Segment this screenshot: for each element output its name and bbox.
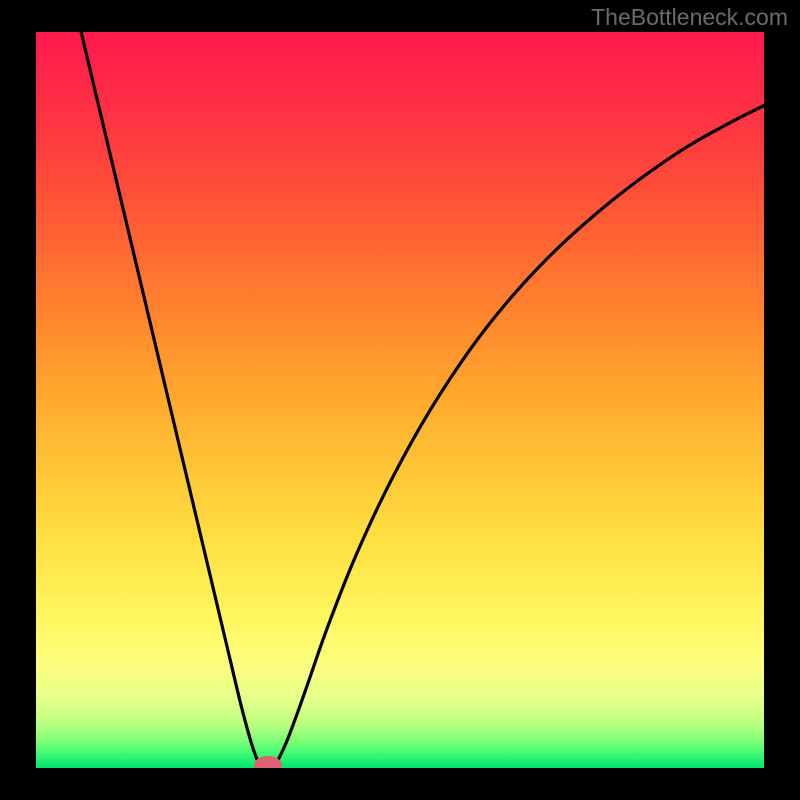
watermark-text: TheBottleneck.com bbox=[591, 4, 788, 31]
bottleneck-curve bbox=[36, 32, 764, 768]
chart-container: { "watermark": { "text": "TheBottleneck.… bbox=[0, 0, 800, 800]
curve-left-branch bbox=[81, 32, 259, 764]
plot-area bbox=[36, 32, 764, 768]
curve-right-branch bbox=[276, 106, 764, 764]
optimal-marker bbox=[254, 756, 282, 768]
